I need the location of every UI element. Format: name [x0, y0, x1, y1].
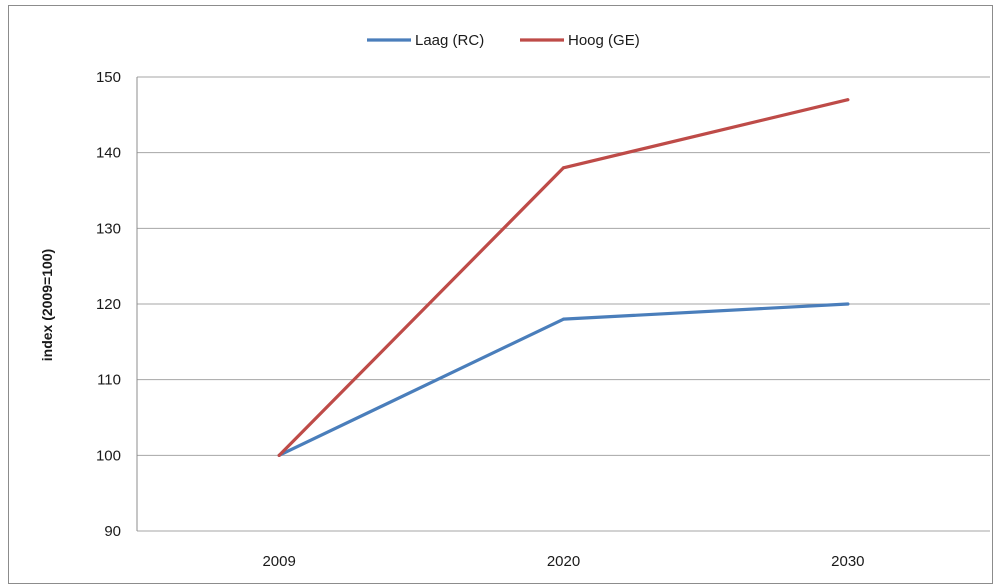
chart-frame	[8, 5, 993, 584]
y-tick-label: 110	[97, 372, 121, 389]
y-tick-label: 120	[96, 296, 121, 313]
legend-label: Hoog (GE)	[568, 32, 640, 49]
data-point	[562, 166, 565, 170]
y-tick-label: 90	[104, 523, 121, 540]
y-tick-label: 130	[96, 220, 121, 237]
legend: Laag (RC) Hoog (GE)	[367, 32, 640, 49]
x-axis-ticks: 2009 2020 2030	[262, 553, 864, 570]
y-axis-title: index (2009=100)	[39, 249, 55, 361]
x-tick-label: 2030	[831, 553, 864, 570]
y-tick-label: 100	[96, 447, 121, 464]
data-point	[562, 317, 565, 321]
y-tick-label: 140	[96, 145, 121, 162]
x-tick-label: 2009	[262, 553, 295, 570]
data-point	[846, 302, 850, 306]
data-point	[277, 453, 281, 457]
y-axis-ticks: 90 100 110 120 130 140 150	[96, 69, 121, 540]
gridlines	[136, 76, 990, 532]
data-point	[846, 98, 850, 102]
y-tick-label: 150	[96, 69, 121, 86]
x-tick-label: 2020	[547, 553, 580, 570]
series-lines	[277, 98, 850, 457]
legend-label: Laag (RC)	[415, 32, 484, 49]
